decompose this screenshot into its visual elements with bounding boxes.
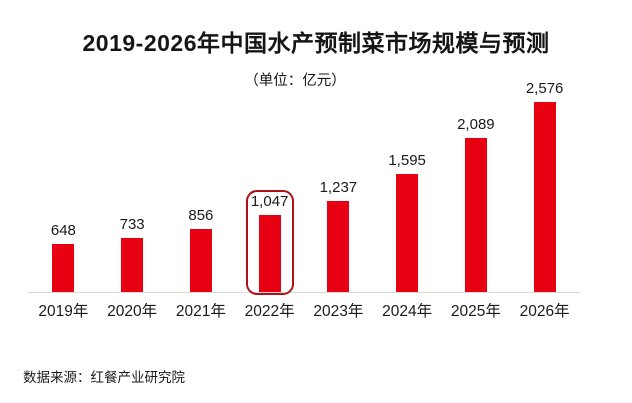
x-tick-label: 2021年 xyxy=(175,303,226,320)
bar-group: 733 xyxy=(98,70,167,292)
bar-group: 2,576 xyxy=(510,70,579,292)
value-label: 1,237 xyxy=(319,179,358,196)
x-tick-label: 2026年 xyxy=(519,303,570,320)
value-label: 2,576 xyxy=(525,80,564,97)
value-label: 2,089 xyxy=(457,116,495,133)
bar-group: 1,237 xyxy=(304,70,373,292)
bar xyxy=(396,174,419,292)
bar xyxy=(533,102,556,292)
x-axis-line xyxy=(28,292,580,293)
value-label: 1,047 xyxy=(250,193,289,210)
value-label: 856 xyxy=(188,207,214,224)
bar-group: 1,047 xyxy=(235,70,304,295)
value-label: 1,595 xyxy=(388,152,426,169)
bar-group: 2,089 xyxy=(442,70,511,292)
bar xyxy=(464,138,487,292)
bar-group: 856 xyxy=(167,70,236,292)
bar-group: 1,595 xyxy=(373,70,442,292)
chart-unit-label: （单位：亿元） xyxy=(244,73,346,89)
bar xyxy=(52,244,75,292)
value-label: 648 xyxy=(50,222,76,239)
x-tick-label: 2023年 xyxy=(313,303,364,320)
bars-container: 648 733 856 1,047 1,237 1,595 2,089 2,576 xyxy=(29,70,579,295)
x-tick-label: 2019年 xyxy=(38,303,89,320)
value-label: 733 xyxy=(119,216,145,233)
bar xyxy=(121,238,144,292)
x-tick-label: 2024年 xyxy=(382,303,433,320)
bar-chart-plot-area: 648 733 856 1,047 1,237 1,595 2,089 2,576 xyxy=(28,70,580,295)
bar xyxy=(258,215,281,292)
x-axis-labels: 2019年 2020年 2021年 2022年 2023年 2024年 2025年 2026年 xyxy=(29,299,579,321)
x-tick-label: 2022年 xyxy=(244,303,295,320)
bar-group: 648 xyxy=(29,70,98,292)
bar xyxy=(327,201,350,292)
highlight-ring xyxy=(245,190,294,295)
data-source-note: 数据来源：红餐产业研究院 xyxy=(23,370,185,385)
bar xyxy=(189,229,212,292)
chart-title: 2019-2026年中国水产预制菜市场规模与预测 xyxy=(82,30,550,56)
x-tick-label: 2025年 xyxy=(450,303,501,320)
x-tick-label: 2020年 xyxy=(107,303,158,320)
